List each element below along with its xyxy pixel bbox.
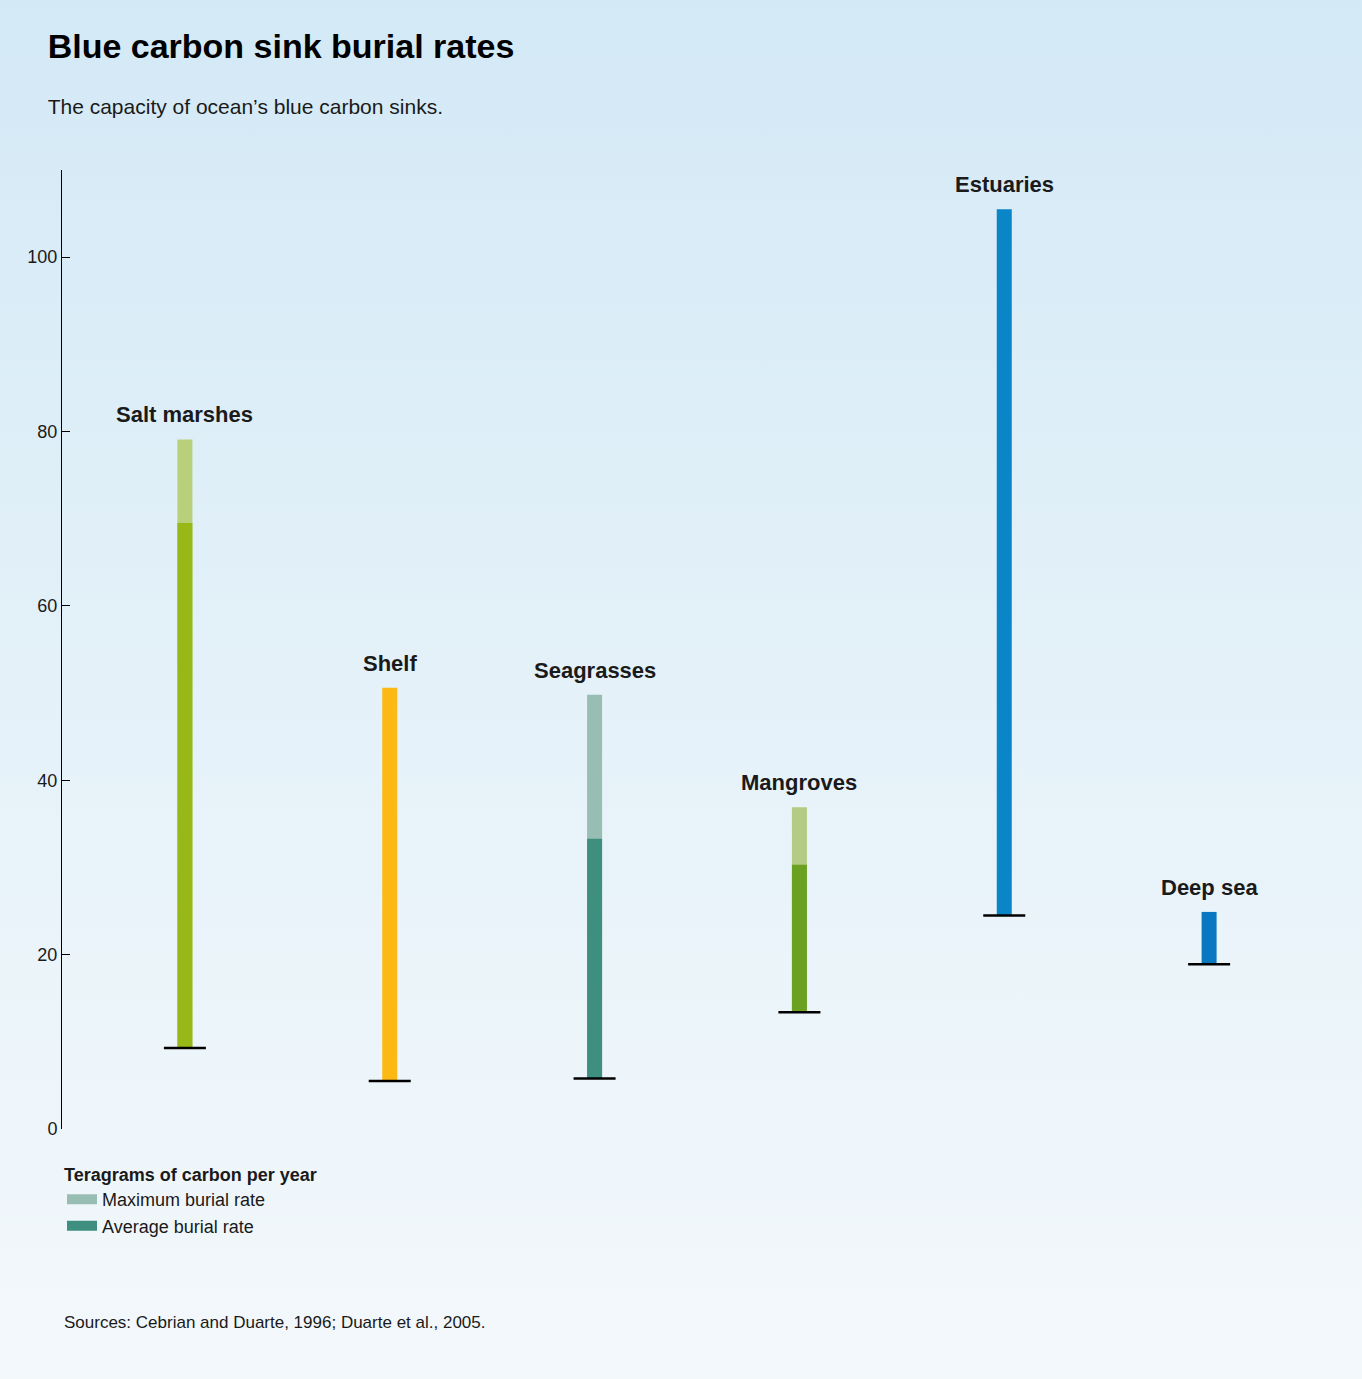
svg-text:The capacity of ocean’s blue c: The capacity of ocean’s blue carbon sink… [48, 95, 443, 118]
svg-text:Teragrams of carbon per year: Teragrams of carbon per year [64, 1165, 317, 1185]
svg-text:Estuaries: Estuaries [955, 172, 1054, 197]
svg-text:80: 80 [37, 422, 57, 442]
svg-text:Mangroves: Mangroves [741, 770, 857, 795]
svg-text:Shelf: Shelf [363, 651, 417, 676]
svg-text:60: 60 [37, 596, 57, 616]
svg-text:40: 40 [37, 771, 57, 791]
svg-text:Maximum burial rate: Maximum burial rate [102, 1190, 265, 1210]
svg-text:Average burial rate: Average burial rate [102, 1217, 254, 1237]
svg-text:20: 20 [37, 945, 57, 965]
svg-text:100: 100 [27, 247, 57, 267]
svg-text:Seagrasses: Seagrasses [534, 658, 656, 683]
svg-text:Sources: Cebrian and Duarte, 1: Sources: Cebrian and Duarte, 1996; Duart… [64, 1313, 485, 1332]
svg-text:Deep sea: Deep sea [1161, 875, 1258, 900]
svg-text:0: 0 [47, 1119, 57, 1139]
svg-text:Salt marshes: Salt marshes [116, 402, 253, 427]
svg-text:Blue carbon sink burial rates: Blue carbon sink burial rates [48, 27, 515, 65]
